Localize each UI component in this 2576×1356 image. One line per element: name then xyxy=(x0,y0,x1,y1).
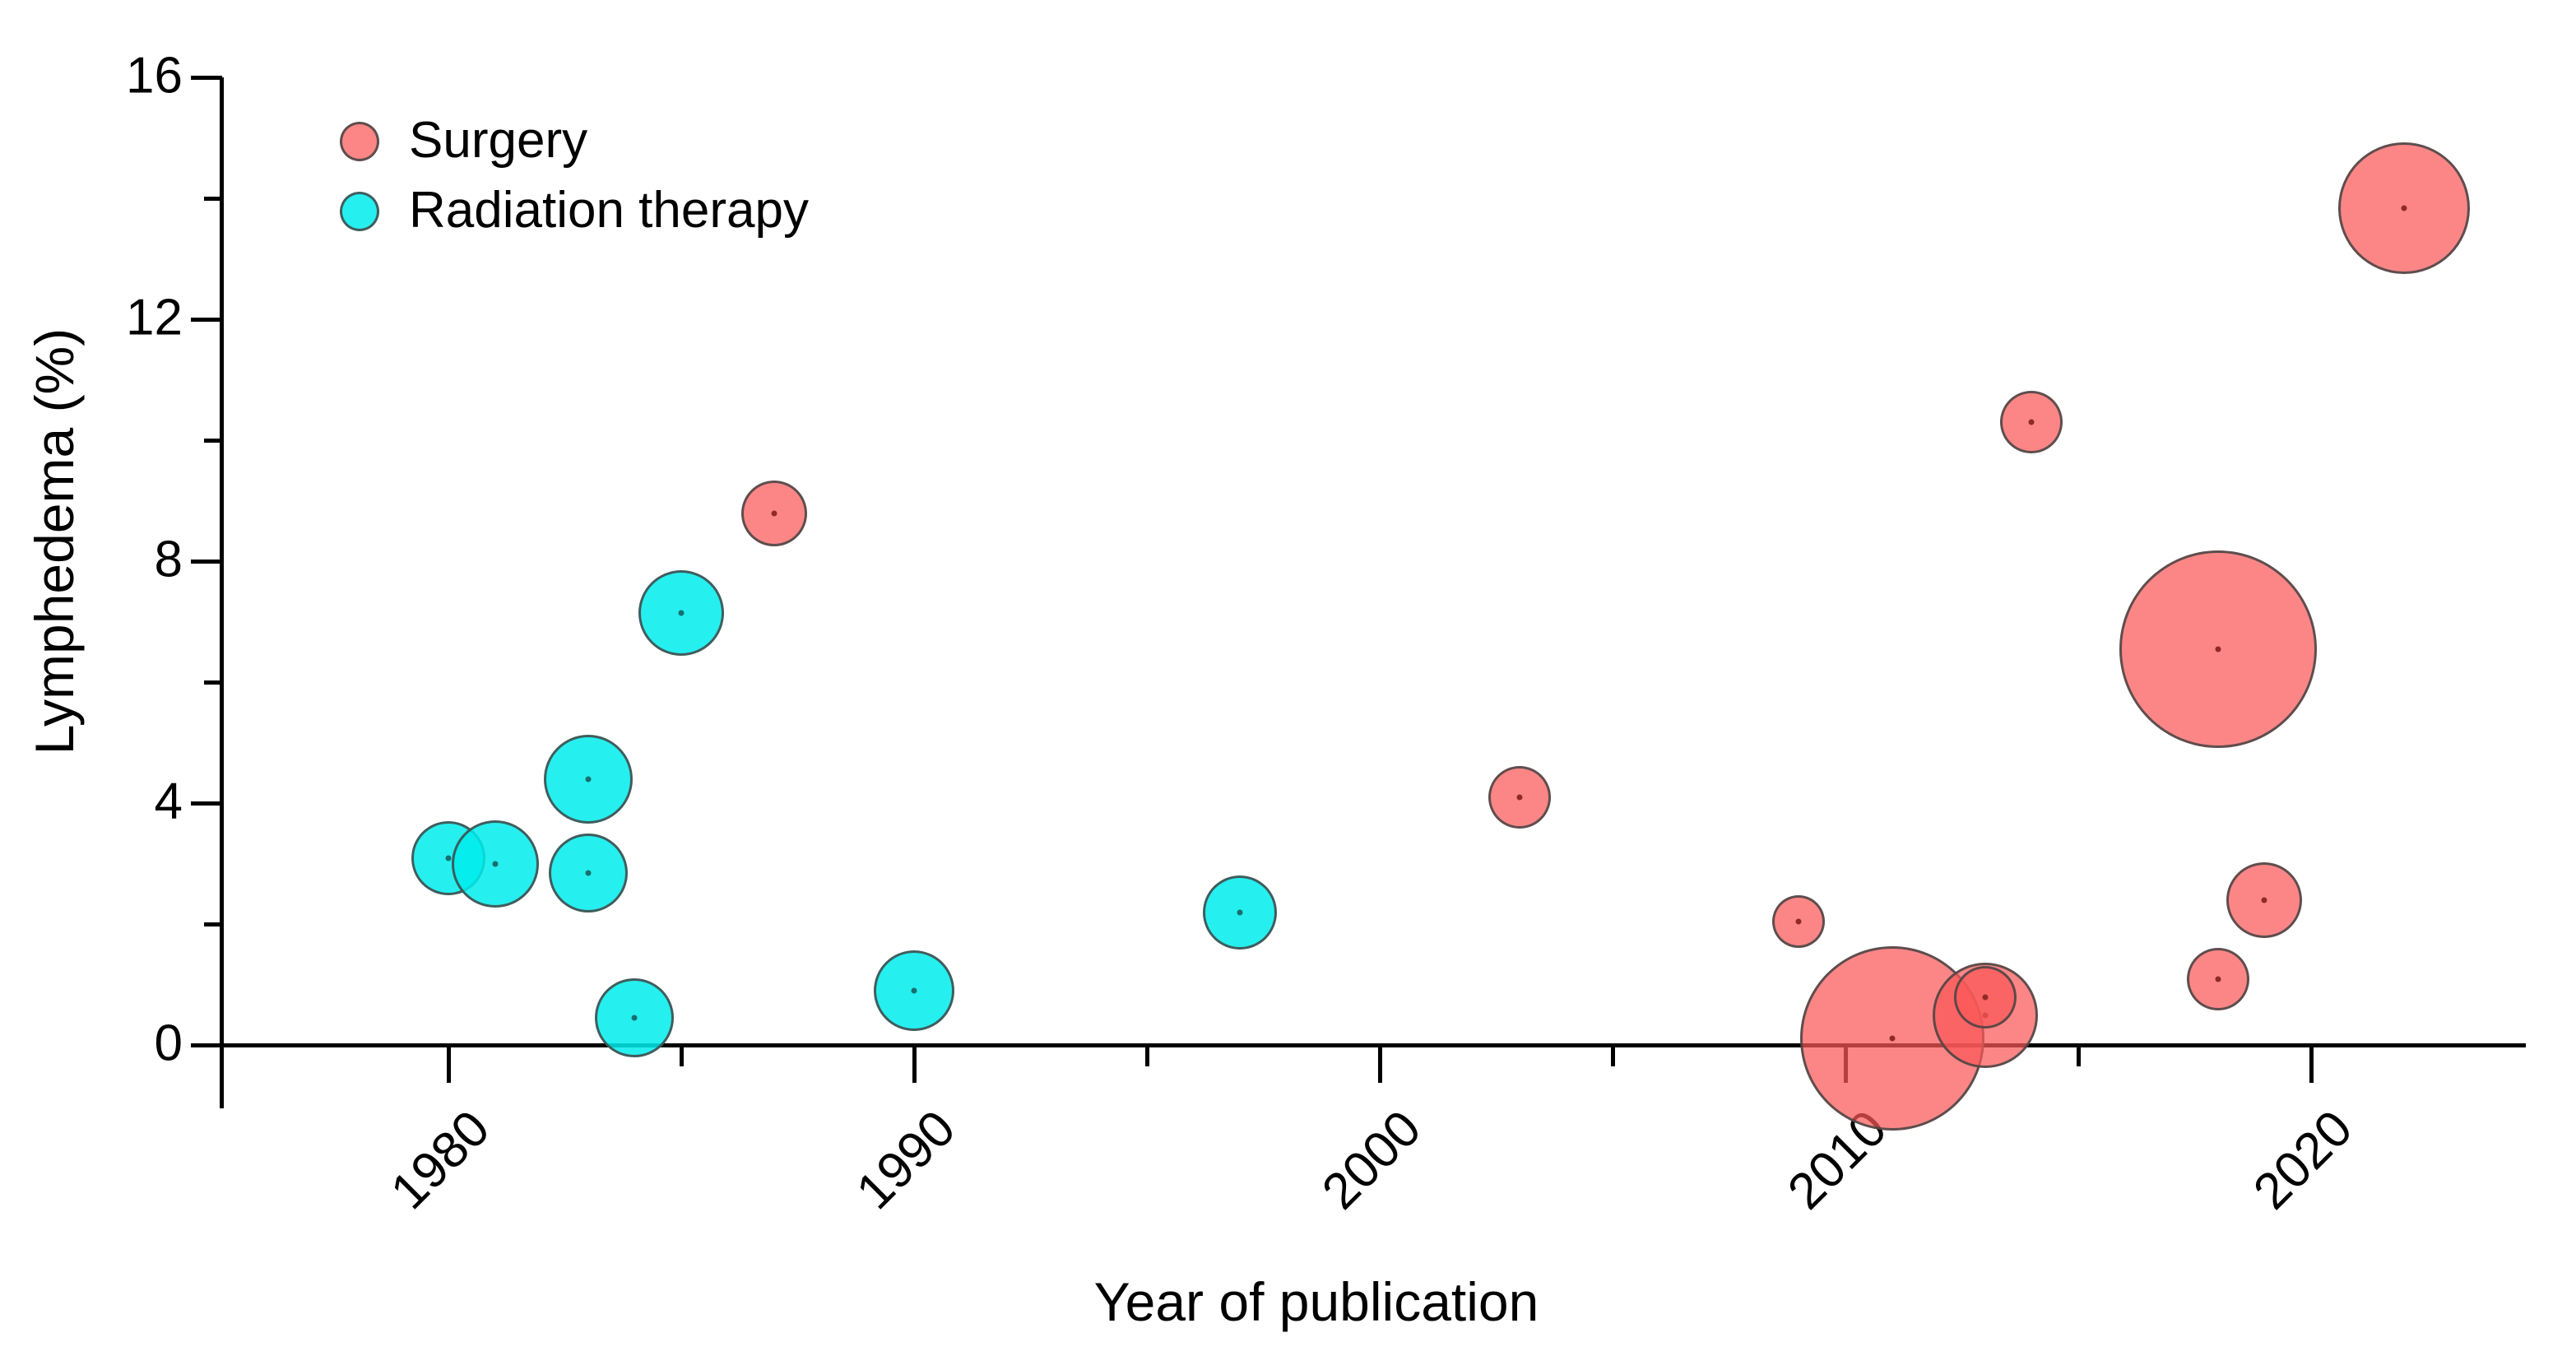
x-tick-label: 1980 xyxy=(380,1099,501,1221)
bubble-surgery xyxy=(2119,550,2317,749)
x-tick-label: 2000 xyxy=(1311,1099,1432,1221)
bubble-center-dot xyxy=(1516,794,1523,801)
x-minor-tick xyxy=(1144,1045,1149,1066)
bubble-center-dot xyxy=(585,870,592,876)
y-major-tick xyxy=(191,560,222,564)
bubble-surgery xyxy=(2186,947,2249,1010)
y-major-tick xyxy=(191,1043,222,1047)
y-axis-line xyxy=(220,77,224,1108)
y-tick-label: 8 xyxy=(154,531,183,588)
legend-marker-surgery xyxy=(340,122,379,161)
bubble-center-dot xyxy=(771,510,777,517)
x-minor-tick xyxy=(2076,1045,2081,1066)
bubble-radiation-therapy xyxy=(874,950,954,1032)
y-minor-tick xyxy=(204,439,222,443)
x-axis-line xyxy=(220,1043,2526,1047)
bubble-center-dot xyxy=(2215,646,2221,652)
bubble-radiation-therapy xyxy=(595,978,675,1058)
bubble-center-dot xyxy=(678,610,685,616)
bubble-surgery xyxy=(1953,965,2017,1029)
bubble-center-dot xyxy=(492,861,499,867)
bubble-center-dot xyxy=(1237,909,1243,916)
bubble-center-dot xyxy=(1795,918,1802,925)
y-major-tick xyxy=(191,76,222,80)
y-tick-label: 4 xyxy=(154,773,183,830)
y-axis-title: Lymphedema (%) xyxy=(24,327,85,755)
bubble-surgery xyxy=(2000,391,2063,454)
bubble-center-dot xyxy=(2215,976,2221,982)
bubble-surgery xyxy=(741,480,808,546)
x-major-tick xyxy=(2309,1045,2314,1083)
y-tick-label: 12 xyxy=(126,289,183,346)
bubble-center-dot xyxy=(1982,994,1989,1001)
legend-label-surgery: Surgery xyxy=(409,112,588,170)
x-major-tick xyxy=(1377,1045,1382,1083)
y-major-tick xyxy=(191,801,222,806)
bubble-radiation-therapy xyxy=(451,820,539,908)
bubble-surgery xyxy=(1488,766,1551,829)
x-axis-title: Year of publication xyxy=(1093,1271,1539,1332)
y-major-tick xyxy=(191,318,222,322)
y-tick-label: 16 xyxy=(126,47,183,104)
x-tick-label: 2020 xyxy=(2243,1099,2364,1221)
y-minor-tick xyxy=(204,922,222,926)
bubble-center-dot xyxy=(445,855,452,861)
bubble-radiation-therapy xyxy=(1203,875,1278,950)
legend-marker-radiation-therapy xyxy=(340,192,379,231)
bubble-center-dot xyxy=(2401,205,2407,211)
bubble-radiation-therapy xyxy=(638,569,724,656)
bubble-center-dot xyxy=(2028,419,2035,425)
y-tick-label: 0 xyxy=(154,1015,183,1072)
bubble-center-dot xyxy=(911,987,917,994)
x-major-tick xyxy=(446,1045,451,1083)
bubble-center-dot xyxy=(585,776,592,782)
bubble-surgery xyxy=(2338,142,2471,274)
bubble-center-dot xyxy=(1889,1035,1896,1042)
bubble-radiation-therapy xyxy=(543,735,633,824)
x-major-tick xyxy=(912,1045,917,1083)
x-tick-label: 1990 xyxy=(846,1099,967,1221)
bubble-radiation-therapy xyxy=(548,834,628,913)
bubble-surgery xyxy=(1772,894,1826,948)
legend-label-radiation-therapy: Radiation therapy xyxy=(409,182,809,239)
x-minor-tick xyxy=(679,1045,684,1066)
bubble-center-dot xyxy=(2261,897,2267,903)
x-minor-tick xyxy=(1610,1045,1615,1066)
y-minor-tick xyxy=(204,197,222,201)
bubble-surgery xyxy=(2226,862,2303,939)
bubble-center-dot xyxy=(631,1015,638,1021)
y-minor-tick xyxy=(204,680,222,685)
